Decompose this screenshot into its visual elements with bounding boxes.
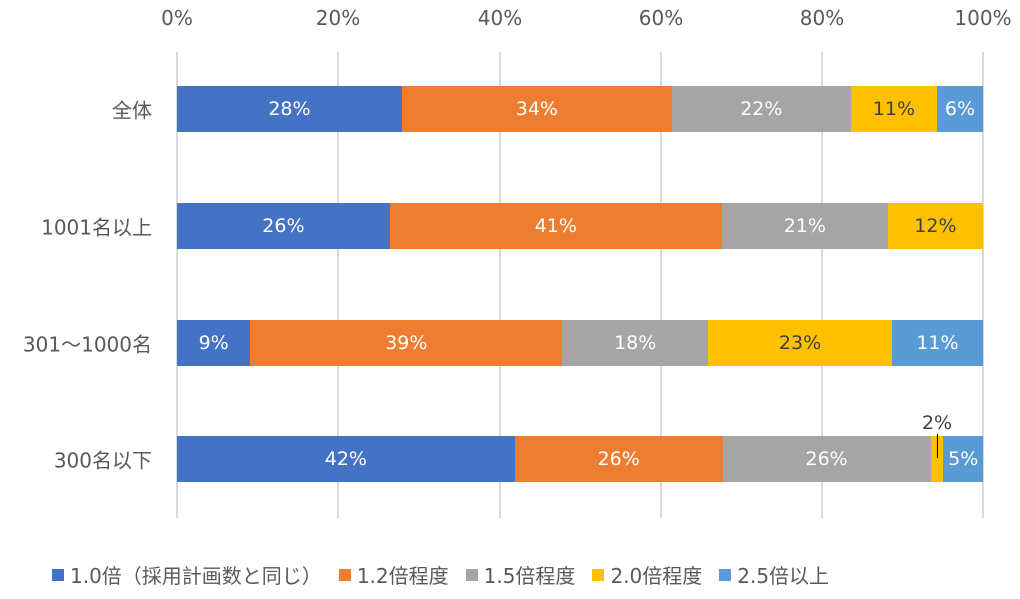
bar-segment: 26% — [177, 203, 390, 249]
data-label: 12% — [914, 215, 957, 237]
data-label: 39% — [385, 332, 428, 354]
bar-segment: 26% — [722, 436, 931, 482]
legend-item-1-0x: 1.0倍（採用計画数と同じ） — [52, 560, 322, 589]
data-label: 42% — [324, 448, 367, 470]
legend-item-1-2x: 1.2倍程度 — [338, 560, 449, 589]
data-label: 18% — [614, 332, 657, 354]
legend: 1.0倍（採用計画数と同じ） 1.2倍程度 1.5倍程度 2.0倍程度 2.5倍… — [52, 560, 846, 589]
bar-segment: 18% — [562, 320, 709, 366]
data-label: 11% — [916, 332, 959, 354]
bar-segment: 11% — [850, 86, 938, 132]
gridline-80 — [821, 52, 823, 518]
data-label: 9% — [198, 332, 229, 354]
data-label: 6% — [944, 98, 976, 120]
bar-segment: 26% — [514, 436, 723, 482]
data-label: 23% — [778, 332, 822, 354]
x-tick-100: 100% — [954, 6, 1012, 30]
data-label: 21% — [783, 215, 826, 237]
gridline-0 — [176, 52, 178, 518]
gridline-40 — [499, 52, 501, 518]
category-label-1001-plus: 1001名以上 — [41, 215, 152, 240]
legend-label: 2.0倍程度 — [610, 564, 703, 588]
bar-segment: 34% — [401, 86, 672, 132]
data-label: 26% — [597, 448, 640, 470]
data-label: 34% — [515, 98, 558, 120]
legend-swatch-icon — [52, 568, 64, 581]
category-label-300-under: 300名以下 — [53, 448, 152, 473]
category-label-301-1000: 301〜1000名 — [22, 332, 152, 357]
bar-all: 28% 34% 22% 11% 6% — [177, 86, 983, 132]
gridline-100 — [982, 52, 984, 518]
bar-segment: 12% — [887, 203, 983, 249]
legend-label: 1.2倍程度 — [356, 564, 449, 588]
legend-swatch-icon — [719, 568, 732, 581]
legend-label: 1.5倍程度 — [483, 564, 576, 588]
data-label: 22% — [740, 98, 783, 120]
x-tick-80: 80% — [799, 6, 845, 30]
leader-line — [936, 434, 938, 458]
legend-label: 2.5倍以上 — [737, 564, 830, 588]
gridline-20 — [337, 52, 339, 518]
legend-swatch-icon — [465, 568, 478, 581]
data-label: 41% — [534, 215, 577, 237]
legend-item-1-5x: 1.5倍程度 — [465, 560, 576, 589]
legend-item-2-0x: 2.0倍程度 — [592, 560, 702, 589]
x-tick-40: 40% — [477, 6, 523, 30]
bar-segment: 11% — [891, 320, 983, 366]
legend-swatch-icon — [592, 568, 605, 581]
legend-swatch-icon — [338, 568, 351, 581]
bar-segment: 22% — [671, 86, 851, 132]
bar-segment: 42% — [177, 436, 515, 482]
bar-segment: 28% — [177, 86, 402, 132]
bar-300-under: 42% 26% 26% 2% 5% — [177, 412, 983, 482]
data-label: 28% — [268, 98, 311, 120]
bar-1001-plus: 26% 41% 21% 12% — [177, 203, 983, 249]
data-label: 2% — [921, 412, 953, 434]
data-label-callout: 2% — [921, 412, 953, 458]
category-label-all: 全体 — [112, 98, 152, 123]
bar-segment: 39% — [250, 320, 563, 366]
bar-segment: 6% — [937, 86, 983, 132]
bar-segment: 5% — [943, 436, 983, 482]
legend-label: 1.0倍（採用計画数と同じ） — [70, 564, 322, 588]
data-label: 5% — [948, 448, 979, 470]
x-tick-60: 60% — [638, 6, 684, 30]
bar-segment: 9% — [177, 320, 251, 366]
bar-301-1000: 9% 39% 18% 23% 11% — [177, 320, 983, 366]
bar-segment: 41% — [389, 203, 722, 249]
gridline-60 — [660, 52, 662, 518]
bar-segment: 21% — [721, 203, 888, 249]
x-tick-0: 0% — [161, 6, 193, 30]
x-tick-20: 20% — [315, 6, 361, 30]
data-label: 26% — [805, 448, 848, 470]
legend-item-2-5x: 2.5倍以上 — [719, 560, 829, 589]
bar-segment: 2% — [922, 412, 952, 482]
data-label: 26% — [262, 215, 305, 237]
data-label: 11% — [872, 98, 916, 120]
bar-segment: 23% — [708, 320, 892, 366]
